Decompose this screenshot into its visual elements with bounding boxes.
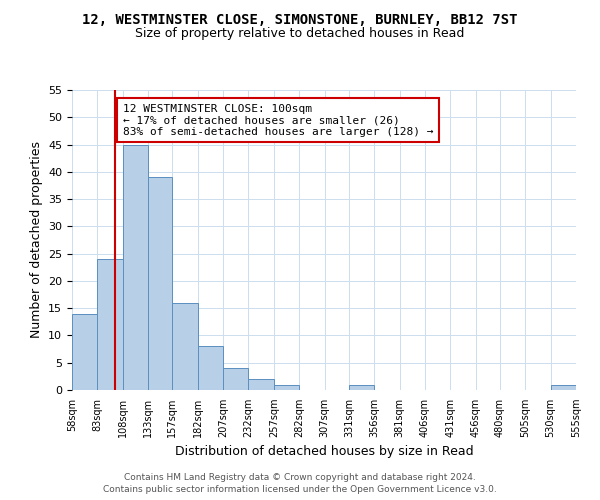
Bar: [172, 302, 198, 390]
Bar: [248, 379, 274, 390]
Text: Contains public sector information licensed under the Open Government Licence v3: Contains public sector information licen…: [103, 485, 497, 494]
Y-axis label: Number of detached properties: Number of detached properties: [29, 142, 43, 338]
Text: 12, WESTMINSTER CLOSE, SIMONSTONE, BURNLEY, BB12 7ST: 12, WESTMINSTER CLOSE, SIMONSTONE, BURNL…: [82, 12, 518, 26]
X-axis label: Distribution of detached houses by size in Read: Distribution of detached houses by size …: [175, 446, 473, 458]
Bar: [97, 259, 123, 390]
Bar: [148, 178, 172, 390]
Bar: [551, 384, 576, 390]
Text: Size of property relative to detached houses in Read: Size of property relative to detached ho…: [136, 28, 464, 40]
Bar: [223, 368, 248, 390]
Bar: [198, 346, 223, 390]
Bar: [123, 144, 148, 390]
Text: 12 WESTMINSTER CLOSE: 100sqm
← 17% of detached houses are smaller (26)
83% of se: 12 WESTMINSTER CLOSE: 100sqm ← 17% of de…: [123, 104, 433, 137]
Bar: [349, 384, 374, 390]
Bar: [274, 384, 299, 390]
Bar: [72, 314, 97, 390]
Text: Contains HM Land Registry data © Crown copyright and database right 2024.: Contains HM Land Registry data © Crown c…: [124, 472, 476, 482]
